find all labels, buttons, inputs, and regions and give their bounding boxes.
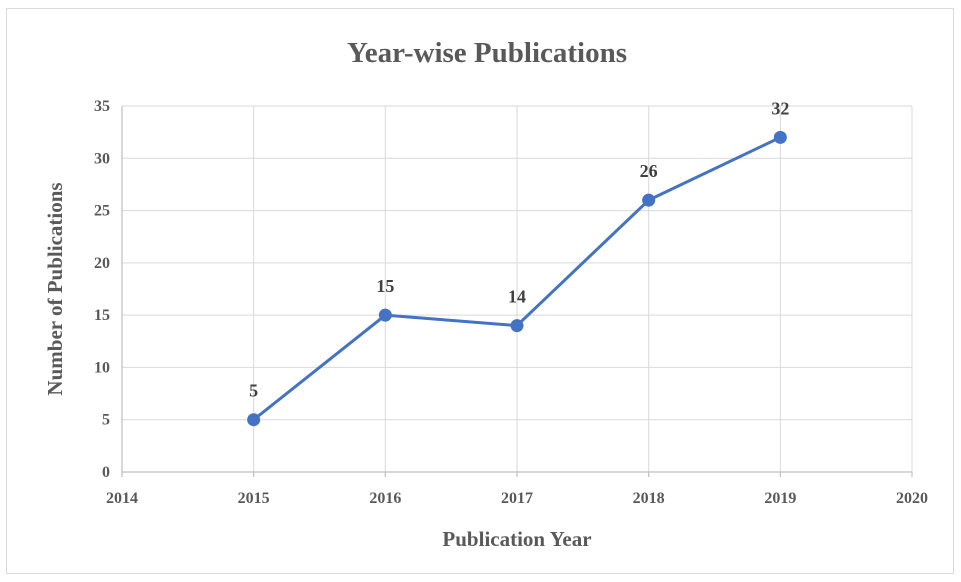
x-tick-label: 2019 bbox=[764, 490, 796, 507]
y-axis-label: Number of Publications bbox=[43, 182, 67, 395]
x-tick-label: 2014 bbox=[106, 490, 138, 507]
y-tick-label: 0 bbox=[102, 464, 110, 481]
axes bbox=[121, 106, 913, 477]
data-label: 14 bbox=[508, 287, 526, 307]
data-point bbox=[378, 308, 392, 322]
data-point bbox=[773, 130, 787, 144]
data-point bbox=[642, 193, 656, 207]
data-label: 15 bbox=[376, 276, 394, 296]
x-tick-label: 2015 bbox=[238, 490, 270, 507]
chart-title: Year-wise Publications bbox=[347, 37, 627, 69]
data-point bbox=[510, 319, 524, 333]
y-tick-label: 30 bbox=[94, 150, 110, 167]
y-tick-label: 10 bbox=[94, 359, 110, 376]
data-label: 5 bbox=[249, 381, 258, 401]
x-axis-label: Publication Year bbox=[442, 527, 591, 551]
tick-labels: 0 5 10 15 20 25 30 35 2014 2015 2016 2017 2018 2019 20… bbox=[94, 98, 928, 507]
y-tick-label: 20 bbox=[94, 255, 110, 272]
x-tick-label: 2017 bbox=[501, 490, 533, 507]
x-tick-label: 2018 bbox=[633, 490, 665, 507]
y-tick-label: 5 bbox=[102, 412, 110, 429]
data-point bbox=[247, 413, 261, 427]
chart-frame bbox=[6, 8, 954, 574]
y-tick-label: 35 bbox=[94, 98, 110, 115]
x-tick-label: 2020 bbox=[896, 490, 928, 507]
data-label: 26 bbox=[640, 161, 658, 181]
series-layer bbox=[247, 130, 787, 427]
y-tick-label: 25 bbox=[94, 203, 110, 220]
y-tick-label: 15 bbox=[94, 307, 110, 324]
data-labels: 5 15 14 26 32 bbox=[249, 98, 789, 400]
data-label: 32 bbox=[771, 98, 789, 118]
x-tick-label: 2016 bbox=[369, 490, 401, 507]
